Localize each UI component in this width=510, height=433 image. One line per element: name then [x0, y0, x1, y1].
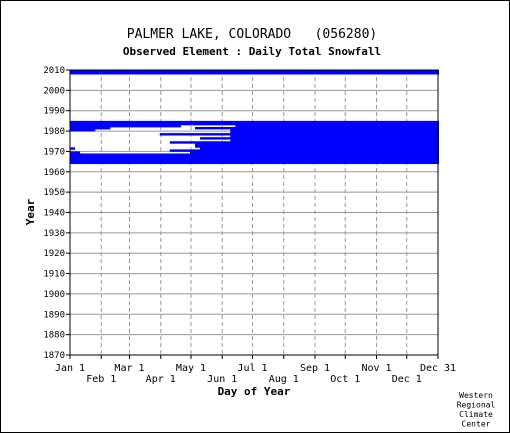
- data-band: [70, 70, 440, 73]
- y-tick-label: 1890: [43, 310, 65, 320]
- data-band: [195, 143, 440, 146]
- y-tick-label: 2010: [43, 66, 65, 76]
- x-tick-label: Feb 1: [86, 374, 116, 385]
- x-tick-label: Sep 1: [300, 363, 330, 374]
- x-axis-ticks: Jan 1 Mar 1 May 1 Jul 1 Sep 1 Nov 1 Dec 31 Feb …: [55, 355, 456, 385]
- x-tick-label: Nov 1: [361, 363, 391, 374]
- x-tick-label: Aug 1: [269, 374, 299, 385]
- y-tick-label: 1960: [43, 168, 65, 178]
- y-tick-label: 1930: [43, 229, 65, 239]
- y-tick-label: 2000: [43, 86, 65, 96]
- data-band: [70, 153, 440, 156]
- data-band: [230, 129, 440, 132]
- y-tick-label: 1870: [43, 351, 65, 361]
- x-tick-label: Jan 1: [55, 363, 85, 374]
- data-band: [169, 141, 440, 144]
- data-band: [189, 151, 440, 154]
- y-tick-label: 1920: [43, 249, 65, 259]
- x-tick-label: May 1: [176, 363, 206, 374]
- credit-line: Regional: [457, 401, 496, 410]
- data-band: [200, 137, 440, 140]
- data-band: [230, 131, 440, 134]
- y-tick-label: 1980: [43, 127, 65, 137]
- data-band: [70, 157, 440, 160]
- credit-line: Center: [462, 420, 491, 429]
- data-band: [70, 72, 440, 75]
- y-tick-label: 1950: [43, 188, 65, 198]
- x-tick-label: Jun 1: [207, 374, 237, 385]
- x-axis-label: Day of Year: [218, 385, 291, 398]
- data-band: [200, 147, 440, 150]
- data-band: [235, 124, 440, 128]
- x-tick-label: Oct 1: [330, 374, 360, 385]
- x-tick-label: Dec 31: [420, 363, 456, 374]
- data-band: [70, 155, 440, 158]
- y-tick-label: 1910: [43, 270, 65, 280]
- data-band: [70, 151, 81, 154]
- data-band: [169, 149, 440, 152]
- y-tick-label: 1940: [43, 209, 65, 219]
- data-band: [159, 133, 440, 136]
- data-band: [70, 147, 76, 150]
- y-tick-label: 1990: [43, 107, 65, 117]
- data-band: [230, 139, 440, 142]
- y-tick-label: 1900: [43, 290, 65, 300]
- y-tick-label: 1970: [43, 147, 65, 157]
- y-axis-label: Year: [24, 198, 37, 225]
- data-band: [70, 161, 440, 165]
- data-band: [70, 159, 440, 163]
- data-band: [70, 120, 440, 124]
- x-tick-label: Dec 1: [392, 374, 422, 385]
- data-band: [70, 122, 440, 126]
- x-tick-label: Mar 1: [114, 363, 144, 374]
- data-band: [195, 127, 440, 130]
- chart-subtitle: Observed Element : Daily Total Snowfall: [123, 45, 381, 58]
- data-band: [230, 135, 440, 138]
- data-band: [70, 129, 96, 132]
- data-band: [70, 127, 111, 130]
- chart-title: PALMER LAKE, COLORADO (056280): [127, 27, 377, 42]
- y-tick-label: 1880: [43, 331, 65, 341]
- data-band: [70, 124, 181, 128]
- x-tick-label: Apr 1: [146, 374, 176, 385]
- y-axis-ticks: 1870 1880 1890 1900 1910 1920 1930 1940 1950 1960…: [43, 66, 70, 361]
- credit-line: Climate: [459, 410, 493, 419]
- data-bands: [70, 70, 440, 165]
- credit-line: Western: [459, 391, 493, 400]
- x-tick-label: Jul 1: [237, 363, 267, 374]
- data-band: [195, 145, 440, 148]
